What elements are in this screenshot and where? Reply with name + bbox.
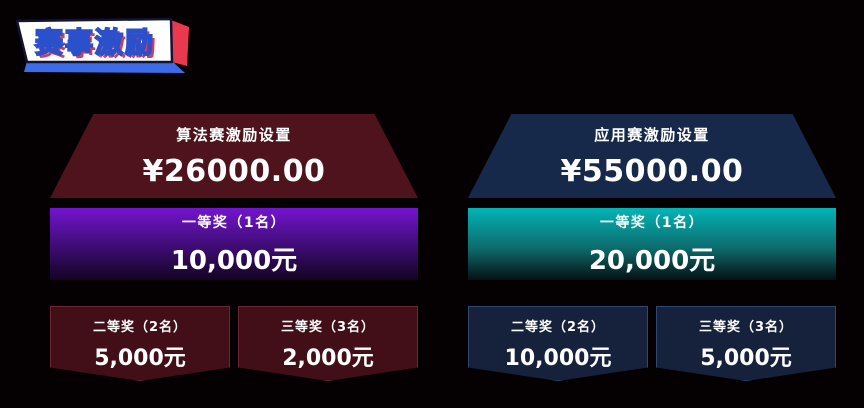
algorithm-minor-prizes-row: 二等奖（2名） 5,000元 三等奖（3名） 2,000元 <box>50 306 418 381</box>
first-prize-label: 一等奖（1名） <box>181 214 287 231</box>
algorithm-second-prize-card: 二等奖（2名） 5,000元 <box>50 306 230 381</box>
badge-front-face <box>16 17 174 64</box>
algorithm-first-prize-card: 一等奖（1名） 10,000元 <box>50 208 418 280</box>
algorithm-third-prize-card: 三等奖（3名） 2,000元 <box>238 306 418 381</box>
application-header-card: 应用赛激励设置 ¥55000.00 <box>468 114 836 198</box>
algorithm-total-amount: ¥26000.00 <box>142 153 326 189</box>
page-title: 赛事激励 <box>34 25 155 60</box>
column-algorithm-track: 算法赛激励设置 ¥26000.00 一等奖（1名） 10,000元 二等奖（2名… <box>50 114 418 381</box>
section-title-badge: 赛事激励 <box>16 17 194 77</box>
badge-3d-shape <box>16 17 189 73</box>
badge-side-face <box>171 20 189 66</box>
application-second-prize-card: 二等奖（2名） 10,000元 <box>468 306 648 381</box>
application-header-label: 应用赛激励设置 <box>594 125 710 144</box>
third-prize-amount: 2,000元 <box>282 346 374 371</box>
application-first-prize-card: 一等奖（1名） 20,000元 <box>468 208 836 280</box>
application-total-amount: ¥55000.00 <box>560 153 744 189</box>
first-prize-amount: 20,000元 <box>588 245 716 276</box>
third-prize-label: 三等奖（3名） <box>698 320 794 335</box>
second-prize-label: 二等奖（2名） <box>92 320 188 335</box>
second-prize-amount: 5,000元 <box>94 346 186 371</box>
algorithm-header-card: 算法赛激励设置 ¥26000.00 <box>50 114 418 198</box>
application-third-prize-card: 三等奖（3名） 5,000元 <box>656 306 836 381</box>
algorithm-header-label: 算法赛激励设置 <box>176 125 292 144</box>
first-prize-amount: 10,000元 <box>170 245 298 276</box>
third-prize-amount: 5,000元 <box>700 346 792 371</box>
second-prize-amount: 10,000元 <box>504 346 612 371</box>
column-application-track: 应用赛激励设置 ¥55000.00 一等奖（1名） 20,000元 二等奖（2名… <box>468 114 836 381</box>
third-prize-label: 三等奖（3名） <box>280 320 376 335</box>
second-prize-label: 二等奖（2名） <box>510 320 606 335</box>
first-prize-label: 一等奖（1名） <box>599 214 705 231</box>
badge-bottom-face <box>24 61 185 73</box>
application-minor-prizes-row: 二等奖（2名） 10,000元 三等奖（3名） 5,000元 <box>468 306 836 381</box>
